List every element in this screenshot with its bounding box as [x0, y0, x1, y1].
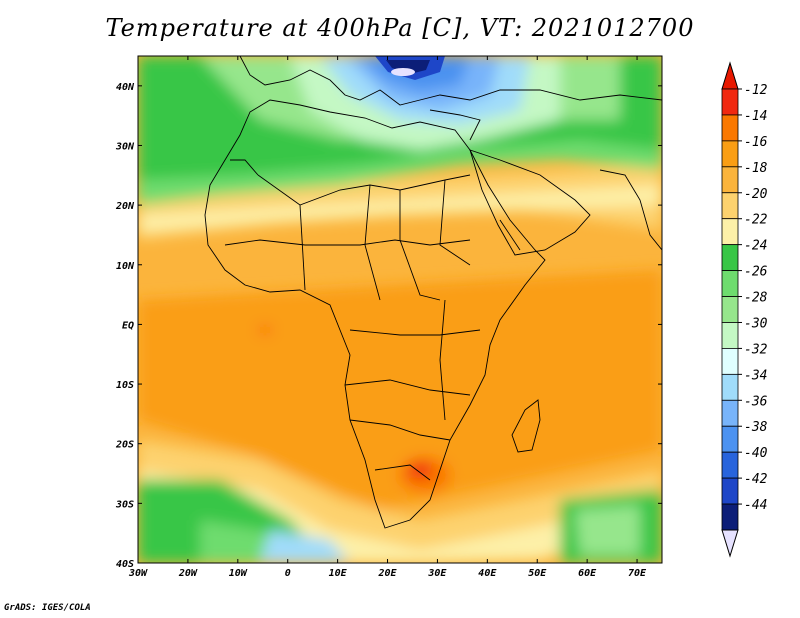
colorbar-swatch [721, 348, 739, 375]
coastlines [204, 56, 662, 529]
colorbar-swatch [721, 218, 739, 246]
colorbar-label: -18 [744, 161, 768, 176]
lat-tick-label: 40S [116, 559, 134, 570]
colorbar-label: -40 [744, 446, 768, 461]
lon-tick-label: 10W [229, 568, 248, 579]
lon-tick-label: 40E [478, 568, 497, 579]
colorbar-label: -32 [744, 342, 768, 357]
colorbar-bottom-arrow [721, 529, 739, 558]
map-title: Temperature at 400hPa [C], VT: 202101270… [105, 14, 695, 42]
colorbar-label: -14 [744, 109, 767, 124]
lat-tick-label: 20S [115, 440, 134, 451]
lon-tick-label: 60E [578, 568, 597, 579]
lon-tick-label: 20W [178, 568, 198, 579]
lat-tick-label: 40N [116, 82, 135, 93]
temperature-field [138, 56, 662, 563]
lat-tick-label: 10S [116, 380, 134, 391]
colorbar-swatch [721, 503, 739, 531]
colorbar-swatch [721, 114, 739, 142]
lon-tick-label: 0 [285, 568, 291, 579]
colorbar-swatch [721, 166, 739, 194]
lon-tick-label: 70E [628, 568, 647, 579]
colorbar-swatch [721, 425, 739, 453]
colorbar-label: -16 [744, 135, 768, 150]
lon-tick-label: 30W [128, 568, 148, 579]
lat-tick-label: 30S [115, 499, 134, 510]
colorbar-top-arrow [721, 61, 739, 90]
colorbar-label: -38 [744, 420, 768, 435]
colorbar-swatch [721, 296, 739, 323]
axis-ticks: 30W 20W 10W 0 10E 20E 30E 40E 50E 60E 70E 40N 30N 20N… [115, 56, 662, 579]
colorbar-swatch [721, 270, 739, 297]
colorbar-label: -30 [744, 316, 768, 331]
colorbar-label: -34 [744, 368, 767, 383]
credit-label: GrADS: IGES/COLA [4, 603, 91, 613]
colorbar-label: -44 [744, 498, 767, 513]
colorbar-label: -12 [744, 83, 768, 98]
lat-tick-label: 10N [116, 261, 135, 272]
colorbar-label: -26 [744, 265, 768, 280]
colorbar-label: -22 [744, 213, 768, 228]
lon-tick-label: 30E [427, 568, 447, 579]
colorbar-swatch [721, 373, 739, 401]
colorbar: -12 -14 -16 -18 -20 -22 -24 -26 -28 -30 -32 -34 -36 -… [721, 61, 768, 558]
lat-tick-label: 20N [115, 201, 135, 212]
colorbar-label: -20 [744, 187, 768, 202]
colorbar-swatch [721, 140, 739, 168]
lon-tick-label: 10E [329, 568, 348, 579]
colorbar-label: -28 [744, 291, 768, 306]
lon-tick-label: 50E [528, 568, 547, 579]
colorbar-swatch [721, 244, 739, 271]
plot-frame [137, 55, 663, 564]
colorbar-swatch [721, 399, 739, 427]
colorbar-label: -42 [744, 472, 768, 487]
colorbar-swatch [721, 451, 739, 479]
colorbar-swatch [721, 477, 739, 505]
colorbar-swatch [721, 192, 739, 220]
lat-tick-label: 30N [115, 141, 135, 152]
colorbar-label: -24 [744, 239, 767, 254]
lat-tick-label: EQ [122, 320, 134, 331]
colorbar-label: -36 [744, 394, 768, 409]
lon-tick-label: 20E [377, 568, 397, 579]
colorbar-swatch [721, 88, 739, 116]
colorbar-swatch [721, 322, 739, 349]
